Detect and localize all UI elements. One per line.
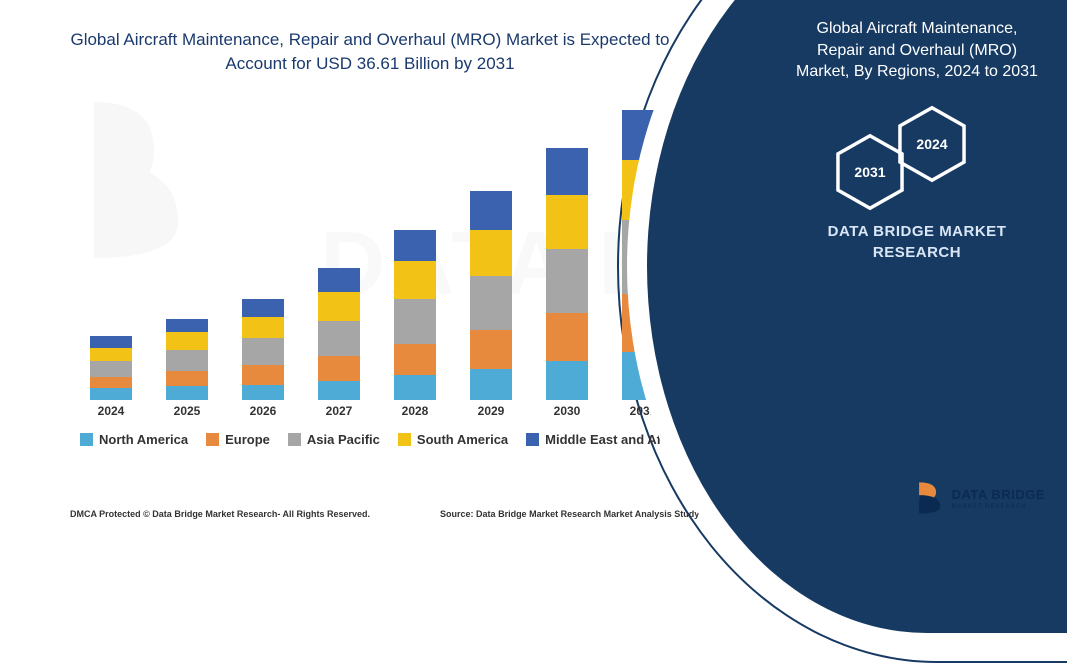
bar-seg-2029-south-america <box>470 230 512 276</box>
bar-seg-2024-asia-pacific <box>90 361 132 376</box>
logo-bottom-right: DATA BRIDGE MARKET RESEARCH <box>914 481 1045 515</box>
bar-seg-2030-middle-east-and-africa <box>546 148 588 194</box>
footer-copyright: DMCA Protected © Data Bridge Market Rese… <box>70 509 370 519</box>
bar-seg-2026-south-america <box>242 317 284 338</box>
legend-swatch <box>398 433 411 446</box>
bar-seg-2024-north-america <box>90 388 132 400</box>
bar-seg-2029-middle-east-and-africa <box>470 191 512 230</box>
bar-seg-2028-asia-pacific <box>394 299 436 344</box>
x-axis-labels: 20242025202620272028202920302031 <box>80 404 700 424</box>
legend-swatch <box>526 433 539 446</box>
bar-seg-2026-europe <box>242 365 284 384</box>
bar-seg-2024-south-america <box>90 348 132 362</box>
legend-label: North America <box>99 432 188 447</box>
x-label-2025: 2025 <box>166 404 208 418</box>
bar-seg-2027-europe <box>318 356 360 381</box>
bar-seg-2029-north-america <box>470 369 512 400</box>
legend-label: Europe <box>225 432 270 447</box>
chart-title: Global Aircraft Maintenance, Repair and … <box>0 0 740 86</box>
hex-group: 2031 2024 <box>817 105 1017 215</box>
bar-seg-2030-asia-pacific <box>546 249 588 313</box>
x-label-2027: 2027 <box>318 404 360 418</box>
bar-seg-2024-middle-east-and-africa <box>90 336 132 348</box>
bar-seg-2027-south-america <box>318 292 360 321</box>
x-label-2028: 2028 <box>394 404 436 418</box>
bar-seg-2028-south-america <box>394 261 436 300</box>
bar-seg-2028-north-america <box>394 375 436 400</box>
bar-2026 <box>242 299 284 400</box>
bar-seg-2029-asia-pacific <box>470 276 512 330</box>
hex-2031: 2031 <box>835 133 905 211</box>
chart-plot-area <box>80 100 700 400</box>
right-title: Global Aircraft Maintenance, Repair and … <box>767 0 1067 83</box>
bar-seg-2025-europe <box>166 371 208 386</box>
bar-2028 <box>394 230 436 400</box>
right-panel: Global Aircraft Maintenance, Repair and … <box>767 0 1067 533</box>
footer-source: Source: Data Bridge Market Research Mark… <box>440 509 722 519</box>
bar-2030 <box>546 148 588 400</box>
bar-seg-2030-europe <box>546 313 588 361</box>
bar-seg-2025-asia-pacific <box>166 350 208 371</box>
brand-text: DATA BRIDGE MARKET RESEARCH <box>767 221 1067 263</box>
x-label-2024: 2024 <box>90 404 132 418</box>
bar-seg-2027-north-america <box>318 381 360 400</box>
bar-seg-2026-middle-east-and-africa <box>242 299 284 316</box>
hex-2031-label: 2031 <box>854 164 885 180</box>
chart-legend: North America Europe Asia Pacific South Ame… <box>80 432 720 447</box>
legend-item-south-america: South America <box>398 432 508 447</box>
bar-seg-2027-middle-east-and-africa <box>318 268 360 291</box>
bar-seg-2025-north-america <box>166 386 208 400</box>
legend-swatch <box>288 433 301 446</box>
legend-swatch <box>80 433 93 446</box>
bar-seg-2024-europe <box>90 377 132 389</box>
legend-label: Asia Pacific <box>307 432 380 447</box>
x-label-2029: 2029 <box>470 404 512 418</box>
bar-seg-2026-north-america <box>242 385 284 400</box>
bar-2029 <box>470 191 512 400</box>
bar-2024 <box>90 336 132 400</box>
hex-2024: 2024 <box>897 105 967 183</box>
brand-line1: DATA BRIDGE MARKET <box>767 221 1067 242</box>
bar-seg-2025-middle-east-and-africa <box>166 319 208 333</box>
bar-seg-2025-south-america <box>166 332 208 349</box>
hex-2024-label: 2024 <box>916 136 947 152</box>
bar-2027 <box>318 268 360 400</box>
legend-swatch <box>206 433 219 446</box>
bar-seg-2027-asia-pacific <box>318 321 360 356</box>
legend-item-north-america: North America <box>80 432 188 447</box>
bar-seg-2030-north-america <box>546 361 588 400</box>
bar-seg-2026-asia-pacific <box>242 338 284 365</box>
x-label-2026: 2026 <box>242 404 284 418</box>
bar-seg-2028-europe <box>394 344 436 375</box>
logo-sub: MARKET RESEARCH <box>952 504 1045 510</box>
bar-seg-2028-middle-east-and-africa <box>394 230 436 261</box>
legend-item-europe: Europe <box>206 432 270 447</box>
footer: DMCA Protected © Data Bridge Market Rese… <box>70 509 722 519</box>
bar-seg-2030-south-america <box>546 195 588 249</box>
legend-item-asia-pacific: Asia Pacific <box>288 432 380 447</box>
x-label-2030: 2030 <box>546 404 588 418</box>
brand-line2: RESEARCH <box>767 242 1067 263</box>
logo-icon <box>914 481 944 515</box>
bar-2025 <box>166 319 208 400</box>
legend-label: South America <box>417 432 508 447</box>
logo-name: DATA BRIDGE <box>952 487 1045 502</box>
bar-seg-2029-europe <box>470 330 512 369</box>
